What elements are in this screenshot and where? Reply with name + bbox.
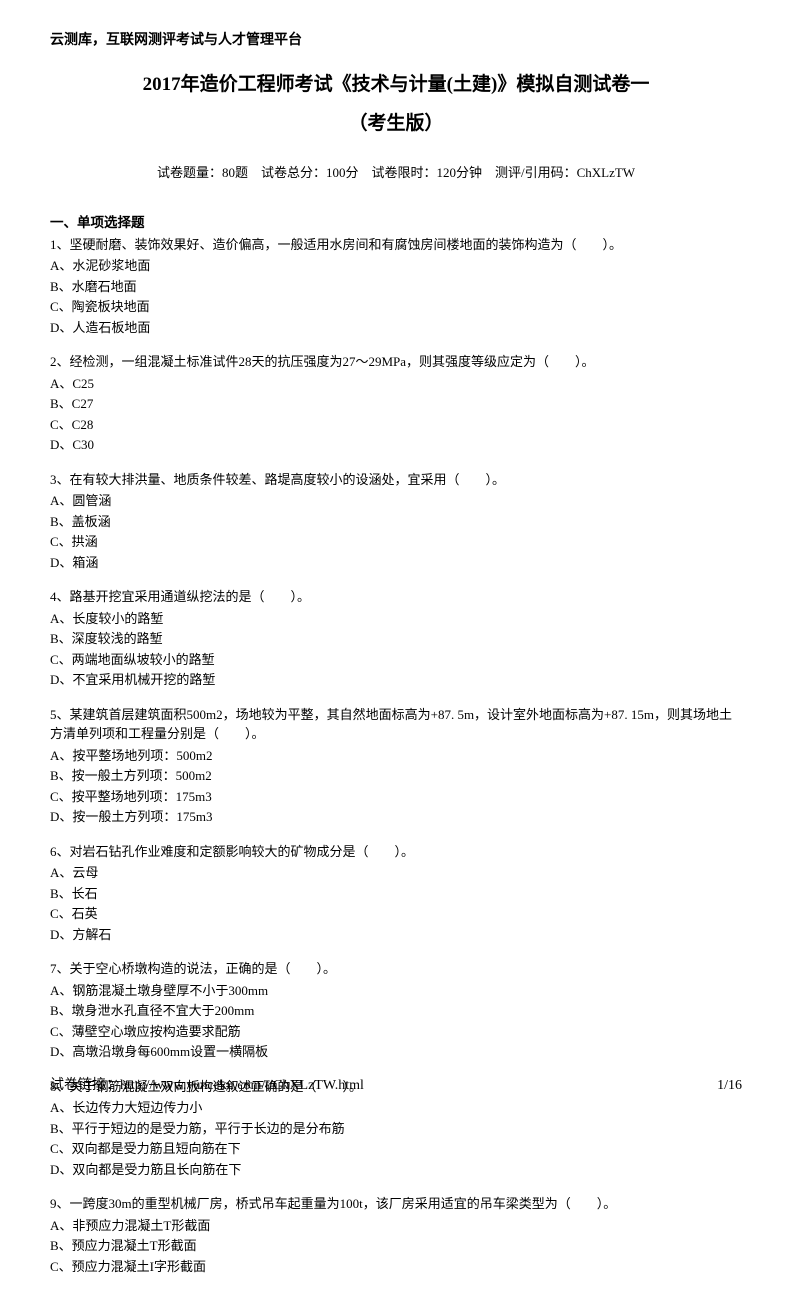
- option: A、非预应力混凝土T形截面: [50, 1216, 742, 1236]
- option: D、按一般土方列项：175m3: [50, 807, 742, 827]
- option: A、钢筋混凝土墩身壁厚不小于300mm: [50, 981, 742, 1001]
- footer-link: 试卷链接：http://www.yunceku.com/t/ChXLzTW.ht…: [50, 1075, 364, 1096]
- option: B、墩身泄水孔直径不宜大于200mm: [50, 1001, 742, 1021]
- question: 3、在有较大排洪量、地质条件较差、路堤高度较小的设涵处，宜采用（ ）。A、圆管涵…: [50, 470, 742, 573]
- option: B、平行于短边的是受力筋，平行于长边的是分布筋: [50, 1119, 742, 1139]
- option: C、两端地面纵坡较小的路堑: [50, 650, 742, 670]
- option: D、C30: [50, 435, 742, 455]
- option: A、长边传力大短边传力小: [50, 1098, 742, 1118]
- option: A、C25: [50, 374, 742, 394]
- section-title: 一、单项选择题: [50, 213, 742, 233]
- question: 6、对岩石钻孔作业难度和定额影响较大的矿物成分是（ ）。A、云母B、长石C、石英…: [50, 842, 742, 945]
- option: C、双向都是受力筋且短向筋在下: [50, 1139, 742, 1159]
- option: A、按平整场地列项：500m2: [50, 746, 742, 766]
- question: 2、经检测，一组混凝土标准试件28天的抗压强度为27～29MPa，则其强度等级应…: [50, 352, 742, 455]
- option: A、圆管涵: [50, 491, 742, 511]
- option: C、薄壁空心墩应按构造要求配筋: [50, 1022, 742, 1042]
- question: 4、路基开挖宜采用通道纵挖法的是（ ）。A、长度较小的路堑B、深度较浅的路堑C、…: [50, 587, 742, 690]
- question-text: 5、某建筑首层建筑面积500m2，场地较为平整，其自然地面标高为+87. 5m，…: [50, 705, 742, 744]
- question: 9、一跨度30m的重型机械厂房，桥式吊车起重量为100t，该厂房采用适宜的吊车梁…: [50, 1194, 742, 1276]
- option: C、C28: [50, 415, 742, 435]
- option: B、C27: [50, 394, 742, 414]
- option: D、高墩沿墩身每600mm设置一横隔板: [50, 1042, 742, 1062]
- option: C、陶瓷板块地面: [50, 297, 742, 317]
- platform-header: 云测库，互联网测评考试与人才管理平台: [50, 30, 742, 51]
- exam-subtitle: （考生版）: [50, 110, 742, 139]
- option: D、箱涵: [50, 553, 742, 573]
- page-number: 1/16: [717, 1075, 742, 1096]
- question: 5、某建筑首层建筑面积500m2，场地较为平整，其自然地面标高为+87. 5m，…: [50, 705, 742, 827]
- question-text: 4、路基开挖宜采用通道纵挖法的是（ ）。: [50, 587, 742, 607]
- option: B、按一般土方列项：500m2: [50, 766, 742, 786]
- option: B、水磨石地面: [50, 277, 742, 297]
- option: C、拱涵: [50, 532, 742, 552]
- option: B、深度较浅的路堑: [50, 629, 742, 649]
- option: C、预应力混凝土I字形截面: [50, 1257, 742, 1277]
- question: 7、关于空心桥墩构造的说法，正确的是（ ）。A、钢筋混凝土墩身壁厚不小于300m…: [50, 959, 742, 1062]
- question-text: 9、一跨度30m的重型机械厂房，桥式吊车起重量为100t，该厂房采用适宜的吊车梁…: [50, 1194, 742, 1214]
- option: B、长石: [50, 884, 742, 904]
- question-text: 1、坚硬耐磨、装饰效果好、造价偏高，一般适用水房间和有腐蚀房间楼地面的装饰构造为…: [50, 235, 742, 255]
- option: D、方解石: [50, 925, 742, 945]
- option: C、按平整场地列项：175m3: [50, 787, 742, 807]
- question: 1、坚硬耐磨、装饰效果好、造价偏高，一般适用水房间和有腐蚀房间楼地面的装饰构造为…: [50, 235, 742, 338]
- question-text: 2、经检测，一组混凝土标准试件28天的抗压强度为27～29MPa，则其强度等级应…: [50, 352, 742, 372]
- exam-info: 试卷题量：80题 试卷总分：100分 试卷限时：120分钟 测评/引用码：ChX…: [50, 163, 742, 183]
- option: C、石英: [50, 904, 742, 924]
- option: B、盖板涵: [50, 512, 742, 532]
- question-text: 6、对岩石钻孔作业难度和定额影响较大的矿物成分是（ ）。: [50, 842, 742, 862]
- option: B、预应力混凝土T形截面: [50, 1236, 742, 1256]
- option: A、云母: [50, 863, 742, 883]
- option: A、长度较小的路堑: [50, 609, 742, 629]
- exam-title: 2017年造价工程师考试《技术与计量(土建)》模拟自测试卷一: [50, 71, 742, 100]
- option: D、双向都是受力筋且长向筋在下: [50, 1160, 742, 1180]
- option: D、人造石板地面: [50, 318, 742, 338]
- question-text: 7、关于空心桥墩构造的说法，正确的是（ ）。: [50, 959, 742, 979]
- option: D、不宜采用机械开挖的路堑: [50, 670, 742, 690]
- option: A、水泥砂浆地面: [50, 256, 742, 276]
- question-text: 3、在有较大排洪量、地质条件较差、路堤高度较小的设涵处，宜采用（ ）。: [50, 470, 742, 490]
